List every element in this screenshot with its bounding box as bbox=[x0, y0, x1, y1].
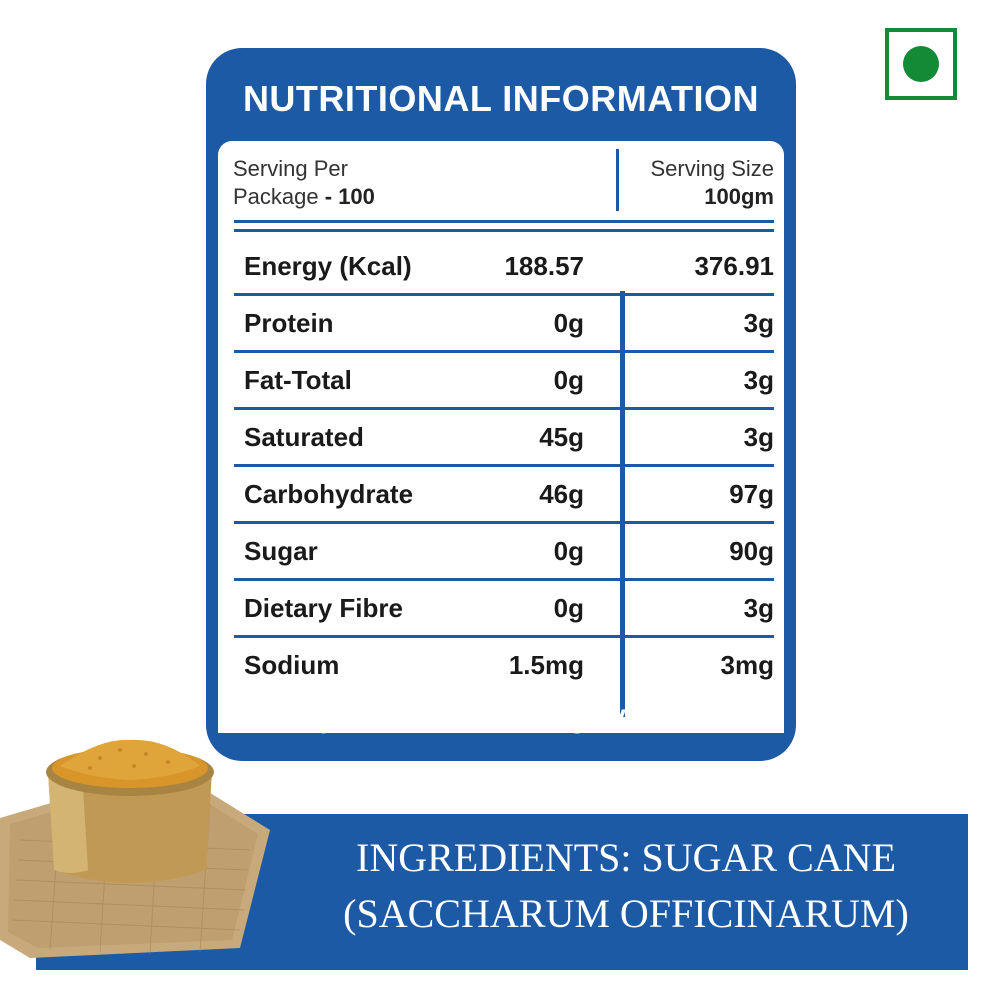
nutrient-per-100g: 90g bbox=[729, 536, 774, 566]
ingredients-text: INGREDIENTS: SUGAR CANE (SACCHARUM OFFIC… bbox=[306, 830, 946, 942]
nutrient-name: Saturated bbox=[244, 422, 364, 452]
table-row: Protein 0g 3g bbox=[234, 296, 774, 353]
nutrient-name: Protein bbox=[244, 308, 334, 338]
nutrient-name: Dietary Fibre bbox=[244, 593, 403, 623]
serving-line bbox=[234, 229, 774, 232]
serving-size-label: Serving Size bbox=[650, 156, 774, 181]
table-row: Carbohydrate 46g 97g bbox=[234, 467, 774, 524]
average-values-note: Quantities are Average Values bbox=[308, 704, 694, 734]
nutrient-per-serving: 188.57 bbox=[504, 251, 584, 281]
nutrient-per-100g: 3g bbox=[743, 422, 774, 452]
nutrient-per-serving: 0g bbox=[553, 593, 584, 623]
serving-divider bbox=[616, 149, 619, 211]
row-line bbox=[234, 293, 774, 296]
nutrient-name: Sodium bbox=[244, 650, 340, 680]
nutrient-per-100g: 3g bbox=[743, 308, 774, 338]
nutrient-per-serving: 1.5mg bbox=[508, 650, 584, 680]
serving-per-value: - 100 bbox=[324, 184, 375, 209]
nutrient-per-serving: 0g bbox=[553, 536, 584, 566]
serving-size-value: 100gm bbox=[704, 184, 774, 209]
row-line bbox=[234, 407, 774, 410]
nutrient-name: Sugar bbox=[244, 536, 318, 566]
nutrient-per-100g: 97g bbox=[729, 479, 774, 509]
ingredients-line-1: INGREDIENTS: SUGAR CANE bbox=[356, 835, 896, 880]
table-row: Saturated 45g 3g bbox=[234, 410, 774, 467]
row-line bbox=[234, 521, 774, 524]
nutrient-per-serving: 45g bbox=[539, 422, 584, 452]
table-row: Fat-Total 0g 3g bbox=[234, 353, 774, 410]
nutrient-per-serving: 0g bbox=[553, 308, 584, 338]
nutrition-panel: Serving Per Package - 100 Serving Size 1… bbox=[218, 141, 784, 733]
row-line bbox=[234, 578, 774, 581]
nutrient-name: Carbohydrate bbox=[244, 479, 414, 509]
nutrient-per-100g: 3g bbox=[743, 593, 774, 623]
nutrition-title: NUTRITIONAL INFORMATION bbox=[242, 78, 760, 119]
serving-line bbox=[234, 220, 774, 223]
table-row: Energy (Kcal) 188.57 376.91 bbox=[234, 239, 774, 296]
row-line bbox=[234, 350, 774, 353]
serving-size: Serving Size 100gm bbox=[650, 155, 774, 211]
bowl bbox=[48, 772, 212, 883]
veg-dot bbox=[903, 46, 939, 82]
veg-symbol-icon bbox=[885, 28, 957, 100]
nutrient-name: Fat-Total bbox=[244, 365, 352, 395]
package-label: Package bbox=[233, 184, 319, 209]
nutrient-per-serving: 46g bbox=[539, 479, 584, 509]
ingredients-line-2: (SACCHARUM OFFICINARUM) bbox=[343, 891, 909, 936]
table-row: Sodium 1.5mg 3mg bbox=[234, 638, 774, 695]
nutrient-name: Energy (Kcal) bbox=[244, 251, 412, 281]
nutrient-per-serving: 0g bbox=[553, 365, 584, 395]
nutrient-per-100g: 376.91 bbox=[694, 251, 774, 281]
serving-per-label: Serving Per bbox=[233, 156, 348, 181]
row-line bbox=[234, 464, 774, 467]
jaggery-powder-bowl bbox=[0, 739, 270, 958]
serving-per-package: Serving Per Package - 100 bbox=[233, 155, 375, 211]
table-row: Sugar 0g 90g bbox=[234, 524, 774, 581]
row-line bbox=[234, 635, 774, 638]
nutrient-per-100g: 3mg bbox=[720, 650, 774, 680]
nutrition-card: NUTRITIONAL INFORMATION Serving Per Pack… bbox=[206, 48, 796, 761]
nutrient-per-100g: 3g bbox=[743, 365, 774, 395]
column-divider bbox=[620, 291, 625, 717]
table-row: Dietary Fibre 0g 3g bbox=[234, 581, 774, 638]
